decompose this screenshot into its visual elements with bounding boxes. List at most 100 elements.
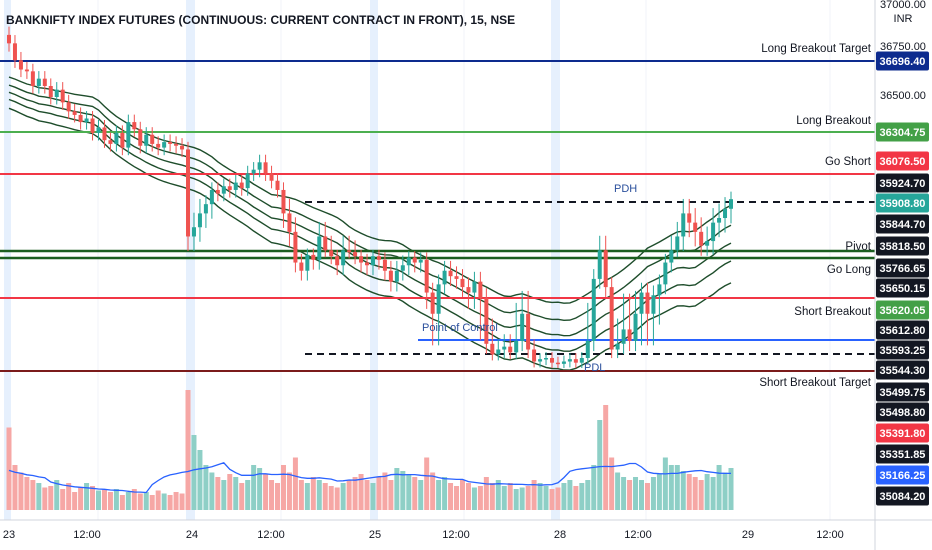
candle[interactable]: [305, 248, 310, 281]
candle[interactable]: [311, 248, 316, 270]
candle[interactable]: [502, 334, 507, 359]
candle[interactable]: [227, 178, 232, 198]
candle[interactable]: [275, 173, 280, 198]
candle[interactable]: [579, 352, 584, 368]
candle[interactable]: [48, 78, 53, 105]
candle[interactable]: [526, 290, 531, 359]
candle[interactable]: [532, 339, 537, 368]
candle[interactable]: [370, 249, 375, 276]
candle[interactable]: [54, 82, 59, 105]
candle[interactable]: [615, 318, 620, 359]
candle[interactable]: [484, 288, 489, 354]
candle[interactable]: [251, 162, 256, 181]
candle[interactable]: [693, 208, 698, 247]
candle[interactable]: [359, 249, 364, 273]
candle[interactable]: [478, 271, 483, 341]
candle[interactable]: [126, 114, 131, 156]
candle[interactable]: [508, 334, 513, 360]
candle[interactable]: [418, 252, 423, 273]
candle[interactable]: [365, 253, 370, 276]
candle[interactable]: [394, 260, 399, 292]
candle[interactable]: [317, 221, 322, 270]
candle[interactable]: [406, 251, 411, 276]
candle[interactable]: [7, 26, 11, 52]
candle[interactable]: [215, 182, 220, 202]
candle[interactable]: [84, 111, 89, 130]
candle[interactable]: [174, 136, 179, 154]
candle[interactable]: [544, 352, 549, 366]
candle[interactable]: [168, 134, 173, 152]
candle[interactable]: [132, 114, 137, 137]
candle[interactable]: [156, 136, 161, 156]
candle[interactable]: [549, 352, 554, 368]
candle[interactable]: [239, 174, 244, 196]
candle[interactable]: [496, 339, 501, 361]
candle[interactable]: [96, 119, 101, 141]
candle[interactable]: [36, 71, 41, 94]
candle[interactable]: [711, 208, 716, 255]
candle[interactable]: [191, 212, 196, 252]
candle[interactable]: [245, 165, 250, 196]
candle[interactable]: [555, 356, 560, 368]
candle[interactable]: [30, 63, 35, 94]
candle[interactable]: [681, 198, 686, 252]
candle[interactable]: [66, 94, 71, 119]
candle[interactable]: [180, 138, 185, 158]
candle[interactable]: [150, 127, 155, 152]
candle[interactable]: [597, 235, 602, 289]
candle[interactable]: [430, 282, 435, 346]
candle[interactable]: [138, 121, 143, 154]
candle[interactable]: [18, 51, 23, 78]
candle[interactable]: [400, 255, 405, 281]
candle[interactable]: [520, 290, 525, 352]
candle[interactable]: [573, 353, 578, 368]
candle[interactable]: [287, 198, 292, 247]
candle[interactable]: [729, 191, 733, 224]
candle[interactable]: [633, 290, 638, 352]
candle[interactable]: [347, 235, 352, 259]
candle[interactable]: [269, 165, 274, 189]
candle[interactable]: [186, 141, 191, 252]
candle[interactable]: [78, 107, 83, 130]
candle[interactable]: [585, 302, 590, 364]
candle[interactable]: [120, 125, 125, 156]
candle[interactable]: [663, 253, 668, 295]
candle[interactable]: [639, 282, 644, 346]
candle[interactable]: [424, 252, 429, 309]
candle[interactable]: [705, 226, 710, 256]
candle[interactable]: [353, 240, 358, 265]
candle[interactable]: [299, 253, 304, 281]
candle[interactable]: [561, 355, 566, 368]
candle[interactable]: [687, 198, 692, 238]
candle[interactable]: [657, 274, 662, 325]
candle[interactable]: [699, 217, 704, 256]
candle[interactable]: [603, 235, 608, 297]
candle[interactable]: [382, 252, 387, 281]
candle[interactable]: [472, 271, 477, 309]
candle[interactable]: [209, 182, 214, 219]
candle[interactable]: [609, 277, 614, 359]
candle[interactable]: [669, 235, 674, 273]
candle[interactable]: [412, 251, 417, 273]
candle[interactable]: [442, 260, 447, 295]
candle[interactable]: [388, 260, 393, 292]
candle[interactable]: [460, 269, 465, 297]
candle[interactable]: [675, 221, 680, 258]
candle[interactable]: [72, 103, 77, 123]
candle[interactable]: [263, 154, 268, 181]
candle[interactable]: [12, 35, 17, 68]
candle[interactable]: [60, 82, 65, 110]
candle[interactable]: [645, 282, 650, 346]
candle[interactable]: [466, 277, 471, 309]
candle[interactable]: [24, 61, 29, 79]
candle[interactable]: [621, 293, 626, 354]
time-axis[interactable]: 23 12:00 24 12:00 25 12:00 28 12:00 29 12:00: [3, 529, 844, 541]
candles[interactable]: [7, 26, 733, 368]
candle[interactable]: [90, 111, 95, 141]
candle[interactable]: [651, 285, 656, 346]
candle[interactable]: [567, 353, 572, 368]
candle[interactable]: [102, 119, 107, 148]
candle[interactable]: [114, 125, 119, 152]
candle[interactable]: [717, 203, 722, 238]
